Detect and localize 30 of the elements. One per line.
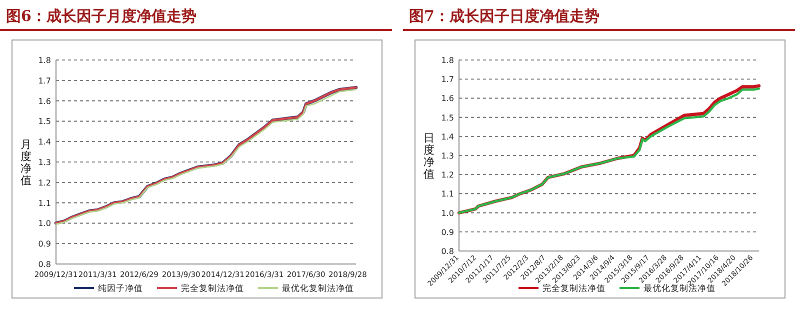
y-tick-label: 1.4 <box>38 138 51 147</box>
y-axis-title: 日度净值 <box>424 132 434 180</box>
y-tick-label: 0.8 <box>441 247 454 256</box>
y-tick-label: 1.6 <box>441 94 454 104</box>
y-tick-label: 1.5 <box>441 113 454 122</box>
y-tick-label: 1.0 <box>441 208 454 218</box>
legend-label: 完全复制法净值 <box>542 283 606 294</box>
y-tick-label: 1.8 <box>38 56 51 65</box>
y-tick-label: 0.9 <box>38 240 51 249</box>
y-tick-label: 1.8 <box>441 56 454 65</box>
y-tick-label: 1.3 <box>38 158 51 167</box>
chart-title: 图7：成长因子日度净值走势 <box>409 7 600 25</box>
y-tick-label: 1.1 <box>38 198 51 208</box>
y-tick-label: 1.5 <box>38 117 51 126</box>
legend-label: 最优化复制法净值 <box>282 283 354 294</box>
y-axis-title: 月度净值 <box>20 138 32 187</box>
y-tick-label: 1.7 <box>441 75 454 84</box>
y-tick-label: 1.6 <box>38 96 51 106</box>
y-tick-label: 1.7 <box>38 76 51 86</box>
y-tick-label: 0.9 <box>441 228 454 237</box>
legend-label: 纯因子净值 <box>98 283 143 294</box>
y-tick-label: 0.8 <box>38 260 51 269</box>
y-tick-label: 1.2 <box>38 178 51 188</box>
y-tick-label: 1.4 <box>441 132 454 142</box>
y-tick-label: 1.3 <box>441 152 454 160</box>
chart-title: 图6：成长因子月度净值走势 <box>6 7 196 25</box>
y-tick-label: 1.0 <box>38 219 51 228</box>
y-tick-label: 1.2 <box>441 170 454 180</box>
y-tick-label: 1.1 <box>441 190 454 199</box>
legend-label: 完全复制法净值 <box>181 283 244 294</box>
